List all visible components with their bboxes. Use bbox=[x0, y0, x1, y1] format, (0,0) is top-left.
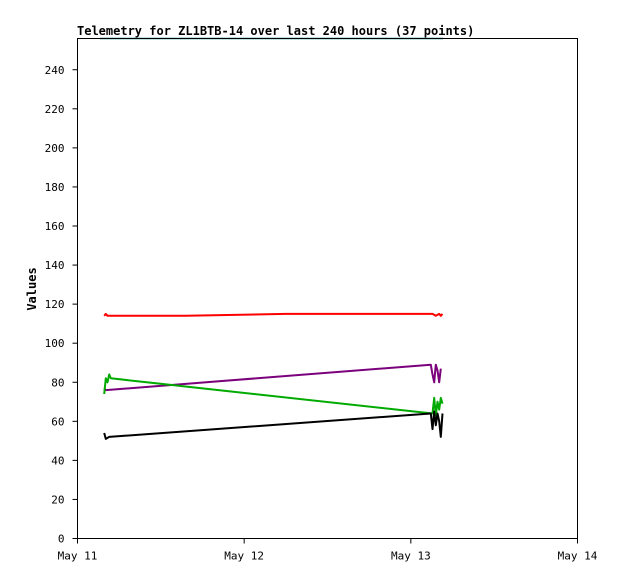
y-tick-label: 0 bbox=[58, 533, 65, 546]
y-tick-label: 20 bbox=[51, 493, 64, 506]
y-tick-label: 180 bbox=[45, 181, 65, 194]
y-tick-label: 140 bbox=[45, 259, 65, 272]
y-tick-label: 220 bbox=[45, 103, 65, 116]
y-tick-label: 200 bbox=[45, 142, 65, 155]
y-tick-label: 160 bbox=[45, 220, 65, 233]
y-tick-label: 40 bbox=[51, 454, 64, 467]
series-line-2 bbox=[103, 363, 442, 392]
series-line-3 bbox=[103, 373, 444, 417]
y-tick-label: 120 bbox=[45, 298, 65, 311]
y-axis-label: Values bbox=[25, 267, 39, 310]
y-axis: 0 20 40 60 80 100 120 140 160 180 200 220 240 bbox=[45, 64, 78, 546]
y-tick-label: 240 bbox=[45, 64, 65, 77]
y-tick-label: 60 bbox=[51, 415, 64, 428]
x-tick-label: May 14 bbox=[558, 550, 598, 563]
x-tick-label: May 11 bbox=[58, 550, 98, 563]
series-group bbox=[103, 312, 444, 440]
y-tick-label: 100 bbox=[45, 337, 65, 350]
series-line-4 bbox=[103, 410, 444, 440]
y-tick-label: 80 bbox=[51, 376, 64, 389]
series-line-1 bbox=[103, 312, 444, 317]
x-tick-label: May 12 bbox=[224, 550, 264, 563]
x-tick-label: May 13 bbox=[391, 550, 431, 563]
plot-frame bbox=[77, 38, 578, 539]
x-axis: May 11 May 12 May 13 May 14 bbox=[58, 538, 598, 563]
chart-title: Telemetry for ZL1BTB-14 over last 240 ho… bbox=[77, 24, 474, 38]
